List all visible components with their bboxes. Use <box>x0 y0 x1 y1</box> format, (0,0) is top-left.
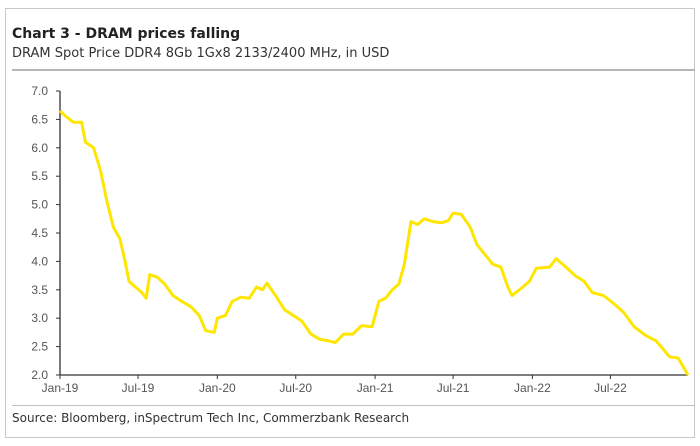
y-tick-label: 3.0 <box>31 311 48 325</box>
x-tick-label: Jan-19 <box>42 381 79 395</box>
y-tick-label: 4.5 <box>31 226 48 240</box>
y-tick-label: 4.0 <box>31 254 48 268</box>
x-tick-label: Jul-22 <box>594 381 627 395</box>
y-tick-label: 2.5 <box>31 340 48 354</box>
x-tick-label: Jan-21 <box>357 381 394 395</box>
chart-source: Source: Bloomberg, inSpectrum Tech Inc, … <box>12 411 410 425</box>
x-tick-label: Jul-20 <box>279 381 312 395</box>
chart-subtitle: DRAM Spot Price DDR4 8Gb 1Gx8 2133/2400 … <box>12 46 390 61</box>
y-tick-label: 6.0 <box>31 141 48 155</box>
x-tick-label: Jan-22 <box>514 381 551 395</box>
chart-frame <box>5 8 695 438</box>
y-tick-label: 5.0 <box>31 198 48 212</box>
price-line <box>58 109 690 376</box>
x-tick-label: Jul-19 <box>122 381 155 395</box>
x-tick-label: Jul-21 <box>437 381 470 395</box>
y-tick-label: 6.5 <box>31 112 48 126</box>
chart-title: Chart 3 - DRAM prices falling <box>12 26 241 42</box>
y-tick-label: 7.0 <box>31 84 48 98</box>
footer-divider <box>12 405 695 406</box>
y-tick-label: 3.5 <box>31 283 48 297</box>
y-tick-label: 5.5 <box>31 169 48 183</box>
y-tick-label: 2.0 <box>31 368 48 382</box>
header-divider <box>12 69 695 71</box>
x-tick-label: Jan-20 <box>199 381 236 395</box>
